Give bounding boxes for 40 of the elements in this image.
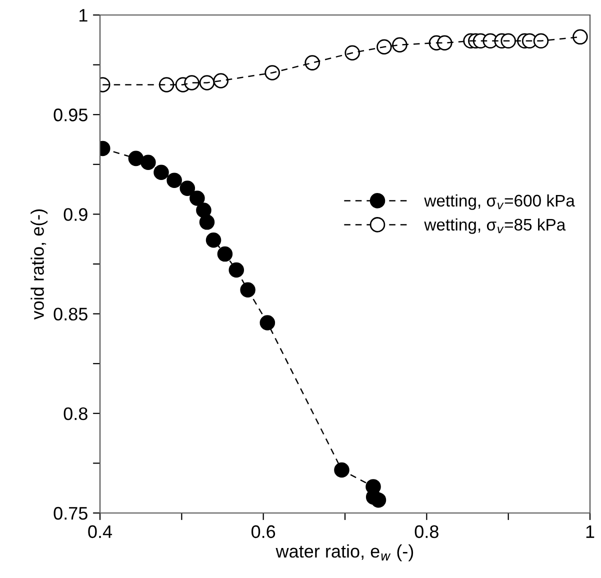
point <box>213 73 229 88</box>
point <box>228 262 244 278</box>
point <box>184 75 200 90</box>
y-tick-label: 0.75 <box>54 506 88 520</box>
x-tick-label: 0.6 <box>251 525 276 538</box>
point <box>344 45 360 60</box>
point <box>199 75 215 90</box>
legend-label: wetting, σ$_{v}$=85 kPa <box>424 218 566 234</box>
point <box>190 190 205 206</box>
x-tick-label: 0.8 <box>414 525 438 538</box>
point <box>436 35 452 51</box>
x-tick-label: 0.4 <box>88 525 112 538</box>
legend-label: wetting, σ$_{v}$=600 kPa <box>424 194 575 210</box>
y-tick-label: 1 <box>80 9 88 22</box>
point <box>158 77 174 92</box>
point <box>304 55 320 70</box>
point <box>572 29 588 45</box>
y-tick-label: 0.8 <box>64 407 88 420</box>
y-tick-label: 0.9 <box>64 208 88 221</box>
y-tick-label: 0.85 <box>54 308 88 321</box>
point <box>154 164 169 180</box>
point <box>370 492 386 508</box>
y-tick-label: 0.95 <box>54 108 88 122</box>
point <box>376 39 392 55</box>
point <box>140 154 156 170</box>
point <box>217 246 233 262</box>
point <box>533 33 549 49</box>
point <box>199 214 215 230</box>
point <box>180 180 196 196</box>
point <box>166 172 182 188</box>
point <box>264 65 280 80</box>
point <box>334 462 350 478</box>
point <box>500 33 516 49</box>
point <box>206 232 222 248</box>
point <box>392 37 408 53</box>
point <box>260 315 276 330</box>
y-axis-title: void ratio, e(-) <box>30 209 48 320</box>
x-tick-label: 1 <box>586 525 594 538</box>
point <box>240 282 256 298</box>
x-axis-title: water ratio, e$_{w}$ (-) <box>276 544 414 562</box>
